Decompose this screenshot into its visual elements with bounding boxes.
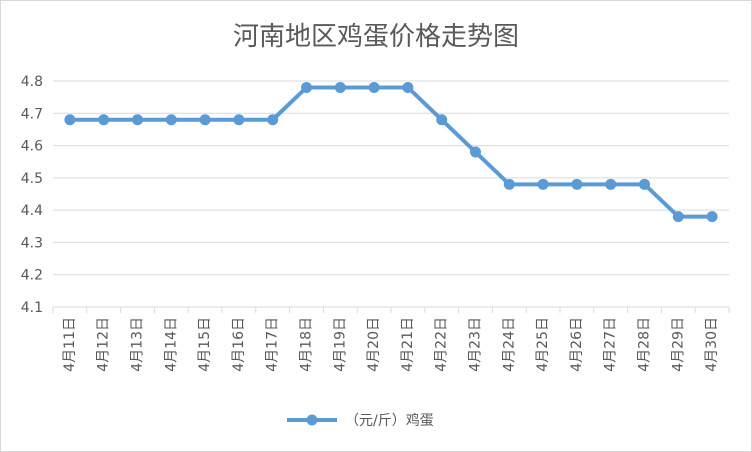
x-tick-label: 4月15日 — [197, 317, 213, 372]
x-tick-label: 4月14日 — [163, 317, 179, 372]
data-point[interactable] — [64, 114, 76, 126]
y-tick-label: 4.3 — [21, 235, 43, 251]
x-tick-label: 4月28日 — [637, 317, 653, 372]
x-tick-label: 4月30日 — [704, 317, 720, 372]
x-tick-label: 4月26日 — [569, 317, 585, 372]
data-point[interactable] — [436, 114, 448, 126]
data-point[interactable] — [165, 114, 177, 126]
data-point[interactable] — [98, 114, 110, 126]
x-tick-label: 4月29日 — [670, 317, 686, 372]
x-axis: 4月11日 4月12日 4月13日 4月14日 4月15日 4月16日 4月17日 4月18日… — [52, 307, 730, 372]
data-point[interactable] — [672, 211, 684, 223]
data-point[interactable] — [233, 114, 245, 126]
x-tick-label: 4月24日 — [501, 317, 517, 372]
y-tick-label: 4.5 — [21, 171, 43, 187]
x-tick-label: 4月12日 — [96, 317, 112, 372]
data-point[interactable] — [537, 178, 549, 190]
y-tick-label: 4.7 — [21, 106, 43, 122]
x-tick-label: 4月18日 — [299, 317, 315, 372]
x-tick-label: 4月11日 — [62, 317, 78, 372]
y-tick-label: 4.8 — [21, 74, 43, 90]
chart-title: 河南地区鸡蛋价格走势图 — [233, 22, 519, 52]
x-tick-label: 4月13日 — [130, 317, 146, 372]
data-point[interactable] — [267, 114, 279, 126]
series-layer — [64, 81, 718, 223]
x-tick-label: 4月25日 — [535, 317, 551, 372]
legend-label: （元/斤）鸡蛋 — [345, 412, 434, 429]
y-tick-label: 4.1 — [21, 300, 43, 316]
data-point[interactable] — [199, 114, 211, 126]
series-line — [67, 85, 715, 219]
gridlines — [53, 80, 729, 308]
x-tick-label: 4月17日 — [265, 317, 281, 372]
legend[interactable]: （元/斤）鸡蛋 — [287, 412, 434, 429]
data-point[interactable] — [334, 81, 346, 93]
data-point[interactable] — [368, 81, 380, 93]
x-tick-label: 4月16日 — [231, 317, 247, 372]
x-tick-label: 4月21日 — [400, 317, 416, 372]
data-point[interactable] — [706, 211, 718, 223]
data-point[interactable] — [605, 178, 617, 190]
x-tick-label: 4月23日 — [468, 317, 484, 372]
y-axis: 4.1 4.2 4.3 4.4 4.5 4.6 4.7 4.8 — [21, 74, 43, 316]
legend-marker-swatch — [306, 414, 318, 426]
data-point[interactable] — [639, 178, 650, 190]
x-tick-label: 4月27日 — [603, 317, 619, 372]
x-tick-label: 4月22日 — [434, 317, 450, 372]
data-point[interactable] — [571, 178, 583, 190]
x-tick-label: 4月19日 — [332, 317, 348, 372]
data-point[interactable] — [301, 81, 312, 93]
data-point[interactable] — [402, 81, 414, 93]
y-tick-label: 4.4 — [21, 203, 43, 219]
y-tick-label: 4.2 — [21, 268, 43, 284]
data-point[interactable] — [470, 146, 481, 158]
data-point[interactable] — [503, 178, 515, 190]
y-tick-label: 4.6 — [21, 139, 43, 155]
x-tick-label: 4月20日 — [366, 317, 382, 372]
data-point[interactable] — [132, 114, 143, 126]
